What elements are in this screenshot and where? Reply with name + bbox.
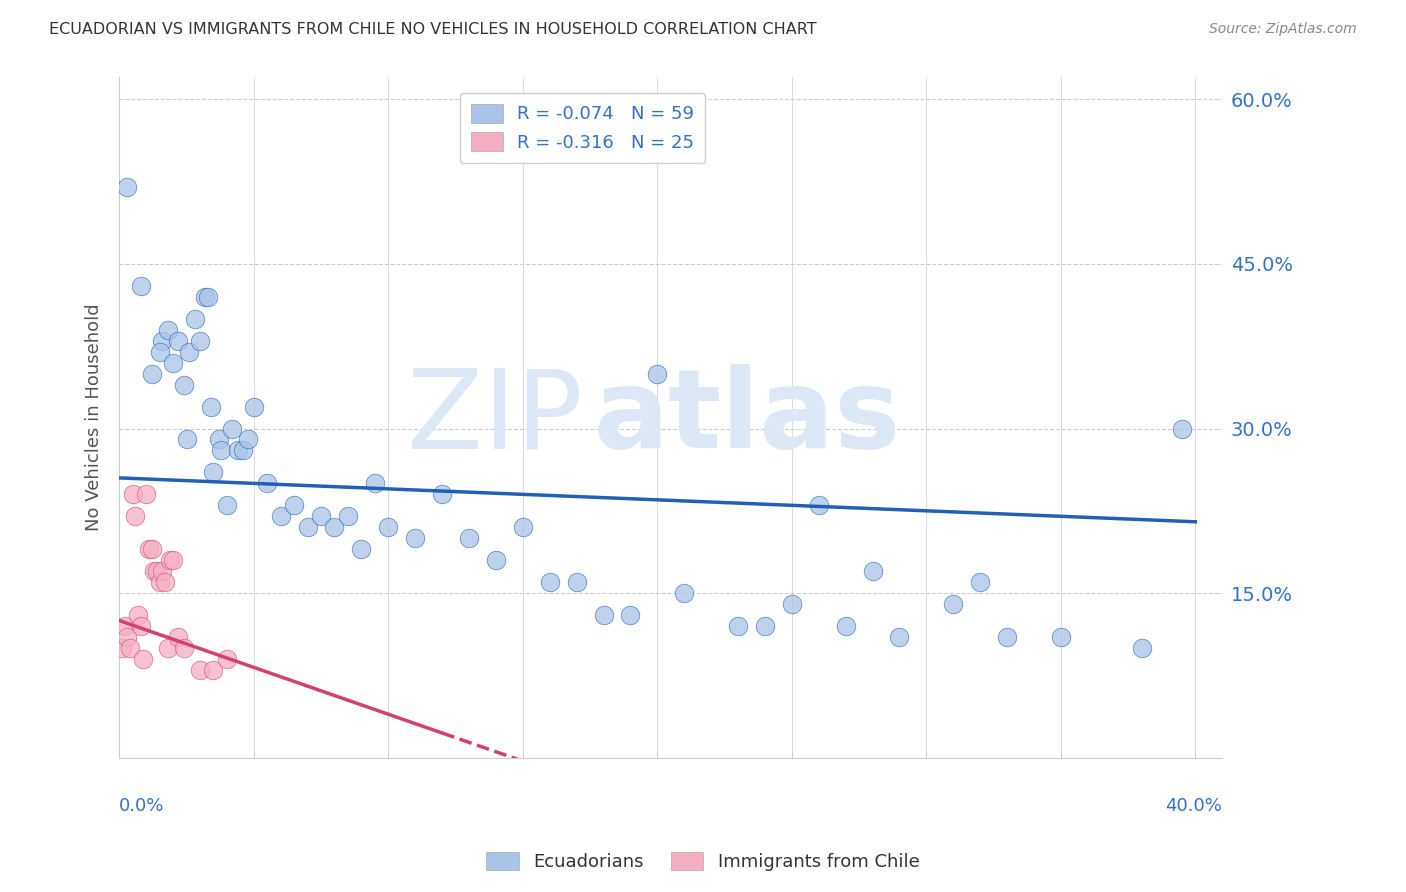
Text: ECUADORIAN VS IMMIGRANTS FROM CHILE NO VEHICLES IN HOUSEHOLD CORRELATION CHART: ECUADORIAN VS IMMIGRANTS FROM CHILE NO V… xyxy=(49,22,817,37)
Point xyxy=(129,279,152,293)
Point xyxy=(647,367,669,381)
Text: 40.0%: 40.0% xyxy=(1166,797,1222,814)
Point xyxy=(862,564,884,578)
Point xyxy=(834,619,856,633)
Point xyxy=(202,663,225,677)
Point xyxy=(173,377,195,392)
Point xyxy=(150,564,173,578)
Point xyxy=(283,499,305,513)
Point xyxy=(350,542,373,557)
Point xyxy=(323,520,346,534)
Point xyxy=(1171,421,1194,435)
Point xyxy=(117,180,139,194)
Legend: Ecuadorians, Immigrants from Chile: Ecuadorians, Immigrants from Chile xyxy=(479,845,927,879)
Text: atlas: atlas xyxy=(593,364,901,471)
Point xyxy=(889,630,911,644)
Point xyxy=(162,356,184,370)
Point xyxy=(211,443,233,458)
Point xyxy=(242,400,264,414)
Point xyxy=(336,509,359,524)
Point xyxy=(197,290,219,304)
Point xyxy=(150,334,173,348)
Point xyxy=(619,608,641,623)
Point xyxy=(215,652,238,666)
Point xyxy=(215,499,238,513)
Point xyxy=(430,487,453,501)
Point xyxy=(221,421,243,435)
Point xyxy=(238,433,260,447)
Point xyxy=(173,640,195,655)
Point xyxy=(167,334,190,348)
Point xyxy=(202,466,225,480)
Text: Source: ZipAtlas.com: Source: ZipAtlas.com xyxy=(1209,22,1357,37)
Text: ZIP: ZIP xyxy=(406,364,582,471)
Point xyxy=(200,400,222,414)
Point xyxy=(127,608,149,623)
Point xyxy=(167,630,190,644)
Point xyxy=(208,433,231,447)
Point xyxy=(754,619,776,633)
Point xyxy=(226,443,249,458)
Point xyxy=(404,531,426,545)
Point xyxy=(309,509,332,524)
Point xyxy=(188,663,211,677)
Point xyxy=(1050,630,1073,644)
Point xyxy=(117,630,139,644)
Point xyxy=(156,640,179,655)
Legend: R = -0.074   N = 59, R = -0.316   N = 25: R = -0.074 N = 59, R = -0.316 N = 25 xyxy=(460,94,706,162)
Point xyxy=(807,499,830,513)
Point xyxy=(111,640,134,655)
Point xyxy=(114,619,136,633)
Point xyxy=(121,487,143,501)
Point xyxy=(942,597,965,611)
Point xyxy=(162,553,184,567)
Point xyxy=(592,608,614,623)
Point xyxy=(176,433,198,447)
Point xyxy=(512,520,534,534)
Y-axis label: No Vehicles in Household: No Vehicles in Household xyxy=(86,304,103,532)
Point xyxy=(232,443,254,458)
Point xyxy=(270,509,292,524)
Point xyxy=(141,367,163,381)
Point xyxy=(183,311,205,326)
Point xyxy=(377,520,399,534)
Point xyxy=(673,586,696,600)
Point xyxy=(149,344,172,359)
Point xyxy=(159,553,181,567)
Point xyxy=(156,323,179,337)
Point xyxy=(179,344,201,359)
Point xyxy=(135,487,157,501)
Point xyxy=(727,619,749,633)
Point xyxy=(188,334,211,348)
Point xyxy=(485,553,508,567)
Point xyxy=(969,575,991,590)
Point xyxy=(256,476,278,491)
Text: 0.0%: 0.0% xyxy=(120,797,165,814)
Point xyxy=(297,520,319,534)
Point xyxy=(458,531,481,545)
Point xyxy=(138,542,160,557)
Point xyxy=(146,564,169,578)
Point xyxy=(129,619,152,633)
Point xyxy=(149,575,172,590)
Point xyxy=(565,575,588,590)
Point xyxy=(118,640,141,655)
Point xyxy=(153,575,176,590)
Point xyxy=(538,575,561,590)
Point xyxy=(124,509,146,524)
Point xyxy=(1130,640,1153,655)
Point xyxy=(132,652,155,666)
Point xyxy=(143,564,166,578)
Point xyxy=(141,542,163,557)
Point xyxy=(364,476,387,491)
Point xyxy=(780,597,803,611)
Point xyxy=(194,290,217,304)
Point xyxy=(995,630,1018,644)
